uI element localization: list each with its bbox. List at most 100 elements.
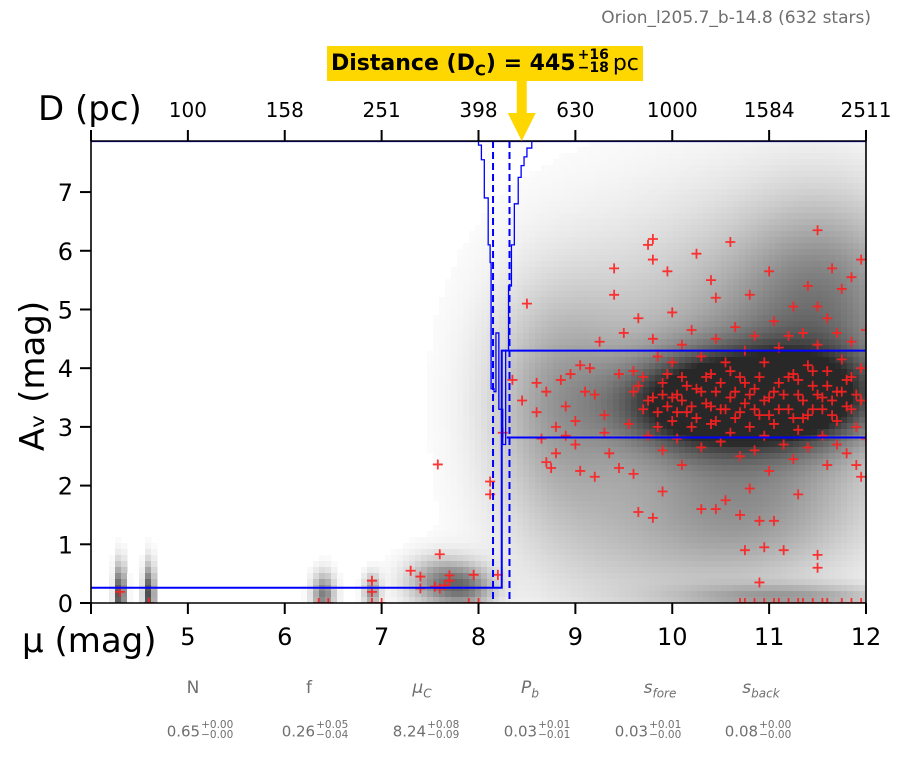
density-cell [751, 267, 758, 274]
density-cell [499, 297, 506, 304]
density-cell [499, 231, 506, 238]
density-cell [595, 441, 602, 448]
density-cell [457, 285, 464, 292]
density-cell [517, 303, 524, 310]
density-cell [523, 363, 530, 370]
density-cell [595, 303, 602, 310]
density-cell [667, 381, 674, 388]
density-cell [853, 441, 860, 448]
density-cell [613, 141, 620, 148]
density-cell [613, 297, 620, 304]
density-cell [511, 531, 518, 538]
density-cell [829, 321, 836, 328]
density-cell [835, 297, 842, 304]
density-cell [715, 261, 722, 268]
density-cell [511, 543, 518, 550]
density-cell [463, 291, 470, 298]
density-cell [541, 549, 548, 556]
density-cell [757, 291, 764, 298]
density-cell [799, 141, 806, 148]
density-cell [757, 537, 764, 544]
density-cell [637, 183, 644, 190]
density-cell [457, 423, 464, 430]
density-cell [847, 405, 854, 412]
density-cell [565, 375, 572, 382]
density-cell [607, 417, 614, 424]
density-cell [715, 219, 722, 226]
density-cell [697, 321, 704, 328]
density-cell [571, 399, 578, 406]
density-cell [487, 375, 494, 382]
density-cell [481, 219, 488, 226]
density-cell [517, 411, 524, 418]
density-cell [589, 405, 596, 412]
density-cell [763, 513, 770, 520]
density-cell [673, 171, 680, 178]
density-cell [643, 327, 650, 334]
density-cell [739, 387, 746, 394]
density-cell [859, 303, 866, 310]
density-cell [517, 321, 524, 328]
density-cell [469, 369, 476, 376]
density-cell [847, 327, 854, 334]
density-cell [721, 303, 728, 310]
density-cell [847, 471, 854, 478]
density-cell [721, 489, 728, 496]
density-cell [397, 555, 404, 562]
density-cell [595, 159, 602, 166]
density-cell [481, 357, 488, 364]
density-cell [757, 561, 764, 568]
density-cell [787, 531, 794, 538]
density-cell [499, 285, 506, 292]
density-cell [427, 357, 434, 364]
density-cell [619, 177, 626, 184]
density-cell [715, 303, 722, 310]
density-cell [541, 189, 548, 196]
density-cell [637, 345, 644, 352]
density-cell [733, 207, 740, 214]
density-cell [547, 369, 554, 376]
density-cell [601, 207, 608, 214]
density-cell [793, 465, 800, 472]
density-cell [835, 159, 842, 166]
density-cell [697, 303, 704, 310]
density-cell [679, 231, 686, 238]
density-cell [619, 477, 626, 484]
density-cell [805, 555, 812, 562]
density-cell [739, 189, 746, 196]
density-cell [703, 453, 710, 460]
density-cell [475, 225, 482, 232]
density-cell [535, 195, 542, 202]
density-cell [697, 411, 704, 418]
density-cell [499, 213, 506, 220]
density-cell [793, 153, 800, 160]
density-cell [811, 291, 818, 298]
density-cell [769, 243, 776, 250]
density-cell [583, 231, 590, 238]
density-cell [637, 153, 644, 160]
density-cell [523, 279, 530, 286]
density-cell [655, 321, 662, 328]
density-cell [721, 471, 728, 478]
density-cell [559, 207, 566, 214]
density-cell [427, 417, 434, 424]
density-cell [607, 249, 614, 256]
density-cell [673, 303, 680, 310]
density-cell [799, 345, 806, 352]
density-cell [667, 399, 674, 406]
density-cell [589, 249, 596, 256]
density-cell [619, 399, 626, 406]
density-cell [721, 225, 728, 232]
density-cell [757, 333, 764, 340]
density-cell [643, 201, 650, 208]
density-cell [799, 459, 806, 466]
density-cell [463, 285, 470, 292]
density-cell [793, 159, 800, 166]
density-cell [703, 561, 710, 568]
density-cell [805, 315, 812, 322]
density-cell [571, 507, 578, 514]
density-cell [589, 363, 596, 370]
density-cell [637, 285, 644, 292]
density-cell [583, 285, 590, 292]
density-cell [547, 543, 554, 550]
